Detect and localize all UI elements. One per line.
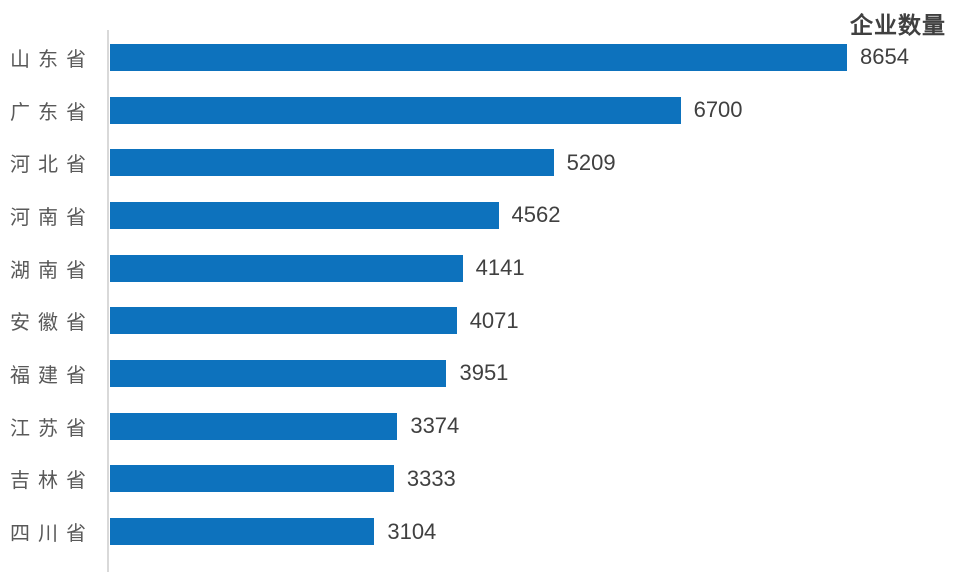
bar [110,254,463,282]
bar [110,465,394,493]
bar-area: 3951 [110,347,959,400]
bar-row: 安徽省 4071 [0,294,959,347]
bar-row: 福建省 3951 [0,347,959,400]
bar-row: 河北省 5209 [0,136,959,189]
bar-row: 四川省 3104 [0,505,959,558]
value-label: 6700 [693,97,743,123]
bar-row: 广东省 6700 [0,84,959,137]
bar-row: 吉林省 3333 [0,453,959,506]
category-label: 广东省 [10,101,94,124]
y-axis-line [107,30,109,572]
value-label: 4562 [511,202,561,228]
bar [110,412,398,440]
category-label: 江苏省 [10,417,94,440]
category-label: 河南省 [10,206,94,229]
value-label: 4141 [475,255,525,281]
bar [110,359,447,387]
category-label: 安徽省 [10,312,94,335]
value-label: 4071 [469,307,519,333]
bar [110,96,681,124]
bar-row: 山东省 8654 [0,31,959,84]
bar-row: 河南省 4562 [0,189,959,242]
chart-rows: 山东省 8654 广东省 6700 河北省 5209 河南省 4562 湖南省 … [0,31,959,558]
bar-area: 8654 [110,31,959,84]
bar-area: 3333 [110,453,959,506]
bar-area: 4141 [110,242,959,295]
value-label: 8654 [860,44,909,70]
bar-area: 4562 [110,189,959,242]
bar-area: 4071 [110,294,959,347]
bar [110,201,499,229]
bar [110,43,847,71]
bar-area: 3104 [110,505,959,558]
bar-area: 6700 [110,84,959,137]
value-label: 3104 [387,518,437,544]
value-label: 5209 [566,149,616,175]
bar [110,149,554,177]
bar [110,518,375,546]
value-label: 3374 [410,413,460,439]
bar [110,307,457,335]
chart-title: 企业数量 [850,12,946,38]
category-label: 四川省 [10,523,94,546]
value-label: 3333 [406,465,456,491]
bar-row: 江苏省 3374 [0,400,959,453]
category-label: 福建省 [10,364,94,387]
category-label: 吉林省 [10,470,94,493]
category-label: 山东省 [10,48,94,71]
bar-row: 湖南省 4141 [0,242,959,295]
value-label: 3951 [459,360,509,386]
category-label: 河北省 [10,154,94,177]
category-label: 湖南省 [10,259,94,282]
bar-area: 3374 [110,400,959,453]
bar-area: 5209 [110,136,959,189]
